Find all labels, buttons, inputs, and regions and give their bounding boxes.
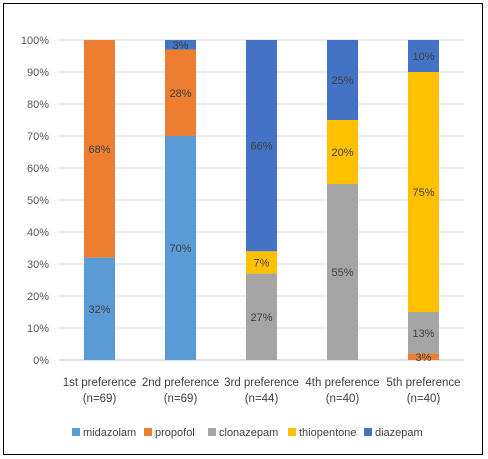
bar-segment-thiopentone <box>327 120 358 184</box>
y-tick-label: 100% <box>21 35 49 47</box>
chart-frame: 0% 10% 20% 30% 40% 50% 60% 70% 80% 90% 100% 32% 68%… <box>3 3 483 455</box>
data-label: 3% <box>173 40 189 52</box>
data-label: 7% <box>254 257 270 269</box>
x-tick-label: 1st preference <box>63 377 137 389</box>
x-tick-sublabel: (n=40) <box>407 393 441 405</box>
y-tick-label: 10% <box>27 323 49 335</box>
legend-label-propofol: propofol <box>155 427 195 439</box>
data-labels: 32% 68% 70% 28% 3% 27% 7% 66% 55% 20% 25% 3% 13% 75% 1… <box>88 40 434 364</box>
y-tick-label: 0% <box>33 355 49 367</box>
bar-segment-clonazepam <box>408 312 439 354</box>
legend-swatch-propofol <box>144 428 152 436</box>
legend-label-diazepam: diazepam <box>375 427 423 439</box>
x-tick-sublabel: (n=44) <box>245 393 279 405</box>
x-tick-sublabel: (n=40) <box>326 393 360 405</box>
bar-segment-diazepam <box>246 40 277 252</box>
data-label: 27% <box>250 312 272 324</box>
bar-segment-midazolam <box>84 257 115 360</box>
legend-swatch-diazepam <box>364 428 372 436</box>
bar-segment-propofol <box>408 353 439 360</box>
legend-swatch-midazolam <box>72 428 80 436</box>
data-label: 28% <box>169 88 191 100</box>
data-label: 55% <box>331 267 353 279</box>
bar-segment-midazolam <box>165 136 196 360</box>
y-axis: 0% 10% 20% 30% 40% 50% 60% 70% 80% 90% 100% <box>21 35 49 367</box>
x-tick-sublabel: (n=69) <box>164 393 198 405</box>
legend-swatch-thiopentone <box>288 428 296 436</box>
y-tick-label: 50% <box>27 195 49 207</box>
data-label: 3% <box>416 352 432 364</box>
bar-segment-propofol <box>165 49 196 136</box>
y-tick-label: 30% <box>27 259 49 271</box>
data-label: 20% <box>331 147 353 159</box>
data-label: 75% <box>412 187 434 199</box>
legend-label-midazolam: midazolam <box>83 427 136 439</box>
data-label: 66% <box>250 141 272 153</box>
y-tick-label: 20% <box>27 291 49 303</box>
data-label: 25% <box>331 75 353 87</box>
data-label: 13% <box>412 328 434 340</box>
y-tick-label: 90% <box>27 67 49 79</box>
bars <box>84 40 439 360</box>
data-label: 10% <box>412 51 434 63</box>
bar-segment-diazepam <box>327 40 358 120</box>
data-label: 70% <box>169 243 191 255</box>
legend-swatch-clonazepam <box>208 428 216 436</box>
x-tick-sublabel: (n=69) <box>83 393 117 405</box>
y-tick-label: 70% <box>27 131 49 143</box>
bar-segment-diazepam <box>408 40 439 72</box>
y-tick-label: 60% <box>27 163 49 175</box>
legend: midazolam propofol clonazepam thiopentone di… <box>72 427 423 439</box>
bar-segment-thiopentone <box>408 72 439 312</box>
x-tick-label: 5th preference <box>386 377 460 389</box>
x-tick-label: 3rd preference <box>224 377 299 389</box>
bar-segment-clonazepam <box>246 273 277 360</box>
data-label: 68% <box>88 144 110 156</box>
legend-label-clonazepam: clonazepam <box>219 427 278 439</box>
x-tick-label: 4th preference <box>305 377 379 389</box>
y-tick-label: 80% <box>27 99 49 111</box>
x-tick-label: 2nd preference <box>142 377 219 389</box>
bar-segment-propofol <box>84 40 115 258</box>
legend-label-thiopentone: thiopentone <box>299 427 357 439</box>
y-tick-label: 40% <box>27 227 49 239</box>
x-axis: 1st preference (n=69) 2nd preference (n=69)… <box>63 377 461 405</box>
data-label: 32% <box>88 304 110 316</box>
bar-segment-diazepam <box>165 40 196 50</box>
stacked-bar-chart: 0% 10% 20% 30% 40% 50% 60% 70% 80% 90% 100% 32% 68%… <box>21 35 464 439</box>
bar-segment-thiopentone <box>246 251 277 274</box>
bar-segment-clonazepam <box>327 184 358 360</box>
